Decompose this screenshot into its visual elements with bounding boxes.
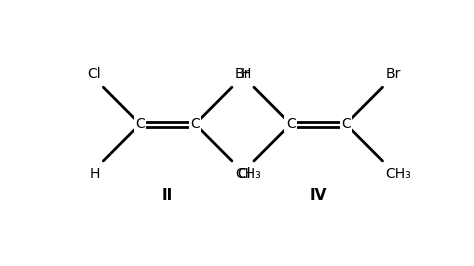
Text: CH₃: CH₃ xyxy=(385,167,411,181)
Text: Cl: Cl xyxy=(237,167,251,181)
Text: II: II xyxy=(162,188,173,203)
Text: Br: Br xyxy=(235,67,250,81)
Text: C: C xyxy=(341,117,351,131)
Text: IV: IV xyxy=(310,188,327,203)
Text: Br: Br xyxy=(385,67,401,81)
Text: H: H xyxy=(241,67,251,81)
Text: C: C xyxy=(286,117,296,131)
Text: Cl: Cl xyxy=(87,67,100,81)
Text: CH₃: CH₃ xyxy=(235,167,261,181)
Text: C: C xyxy=(135,117,145,131)
Text: H: H xyxy=(90,167,100,181)
Text: C: C xyxy=(190,117,200,131)
